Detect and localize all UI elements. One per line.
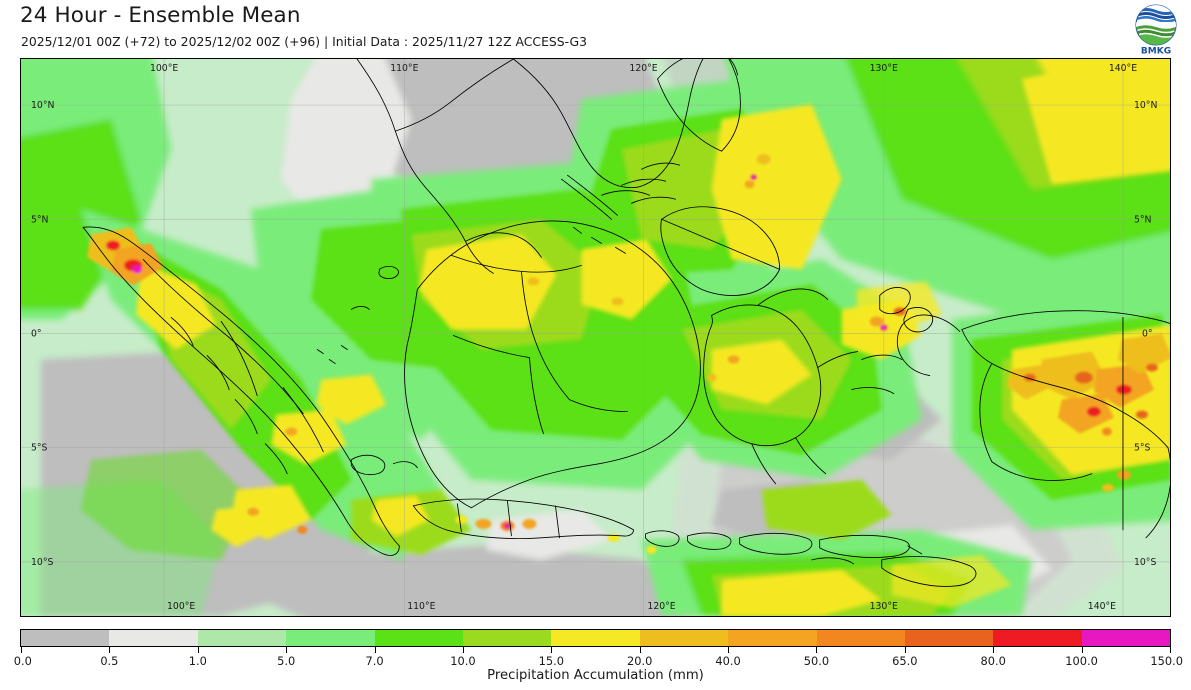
axis-label-left-10n: 10°N bbox=[31, 100, 54, 111]
page-subtitle: 2025/12/01 00Z (+72) to 2025/12/02 00Z (… bbox=[21, 34, 588, 49]
colorbar-segment bbox=[639, 630, 729, 646]
colorbar-tick bbox=[21, 647, 22, 653]
colorbar-tick-label: 80.0 bbox=[980, 654, 1006, 668]
bmkg-logo-icon: BMKG bbox=[1135, 4, 1177, 57]
colorbar-tick bbox=[816, 647, 818, 653]
colorbar-tick bbox=[197, 647, 199, 653]
axis-label-left-5n: 5°N bbox=[31, 214, 49, 225]
colorbar-segment bbox=[993, 630, 1082, 646]
axis-label-top-130e: 130°E bbox=[870, 63, 898, 74]
axis-label-left-5s: 5°S bbox=[31, 443, 48, 454]
axis-labels: 10°N 5°N 0° 5°S 10°S 10°N 5°N 0° 5°S 10°… bbox=[31, 63, 1157, 612]
colorbar-segment bbox=[286, 630, 375, 646]
axis-label-right-10n: 10°N bbox=[1134, 100, 1157, 111]
axis-label-right-5s: 5°S bbox=[1134, 443, 1151, 454]
header: 24 Hour - Ensemble Mean 2025/12/01 00Z (… bbox=[0, 0, 1191, 58]
axis-label-bottom-140e: 140°E bbox=[1088, 601, 1116, 612]
axis-label-top-120e: 120°E bbox=[629, 63, 657, 74]
colorbar-tick-label: 1.0 bbox=[188, 654, 207, 668]
colorbar-ticks bbox=[20, 647, 1171, 655]
colorbar-segment bbox=[816, 630, 905, 646]
colorbar-segment bbox=[197, 630, 287, 646]
colorbar-segment bbox=[551, 630, 640, 646]
colorbar-tick-label: 150.0 bbox=[1150, 654, 1184, 668]
axis-label-right-0: 0° bbox=[1142, 328, 1153, 339]
colorbar-tick bbox=[109, 647, 111, 653]
axis-label-top-100e: 100°E bbox=[150, 63, 178, 74]
colorbar-tick-label: 7.0 bbox=[365, 654, 384, 668]
axis-label-bottom-130e: 130°E bbox=[870, 601, 898, 612]
page-title: 24 Hour - Ensemble Mean bbox=[20, 3, 301, 28]
axis-label-bottom-100e: 100°E bbox=[167, 601, 195, 612]
colorbar-tick-label: 15.0 bbox=[538, 654, 564, 668]
colorbar-segment bbox=[109, 630, 198, 646]
colorbar-tick bbox=[639, 647, 641, 653]
colorbar-segment bbox=[374, 630, 463, 646]
colorbar-tick-labels: 0.0 0.5 1.0 5.0 7.0 10.0 15.0 20.0 40.0 50.0 65.0 8… bbox=[0, 654, 1191, 670]
colorbar-tick bbox=[728, 647, 730, 653]
colorbar-tick-label: 0.0 bbox=[13, 654, 32, 668]
coastlines bbox=[82, 59, 1170, 587]
axis-label-bottom-120e: 120°E bbox=[647, 601, 675, 612]
colorbar[interactable] bbox=[20, 629, 1171, 647]
colorbar-segment bbox=[1081, 630, 1171, 646]
colorbar-tick bbox=[993, 647, 995, 653]
colorbar-segment bbox=[21, 630, 110, 646]
colorbar-tick bbox=[551, 647, 553, 653]
axis-label-bottom-110e: 110°E bbox=[407, 601, 435, 612]
colorbar-segment bbox=[904, 630, 994, 646]
axis-label-left-10s: 10°S bbox=[31, 557, 53, 568]
colorbar-tick bbox=[904, 647, 906, 653]
logo-text: BMKG bbox=[1141, 47, 1171, 57]
precipitation-map[interactable]: 10°N 5°N 0° 5°S 10°S 10°N 5°N 0° 5°S 10°… bbox=[20, 58, 1171, 617]
colorbar-tick-label: 0.5 bbox=[100, 654, 119, 668]
colorbar-tick bbox=[1170, 647, 1171, 653]
colorbar-tick bbox=[374, 647, 376, 653]
colorbar-title: Precipitation Accumulation (mm) bbox=[487, 668, 704, 683]
axis-label-right-10s: 10°S bbox=[1134, 557, 1156, 568]
colorbar-segment bbox=[462, 630, 552, 646]
axis-label-left-0: 0° bbox=[31, 328, 42, 339]
colorbar-tick-label: 100.0 bbox=[1065, 654, 1098, 668]
colorbar-tick bbox=[286, 647, 288, 653]
colorbar-tick bbox=[1081, 647, 1083, 653]
colorbar-tick-label: 5.0 bbox=[277, 654, 296, 668]
colorbar-tick bbox=[462, 647, 464, 653]
axis-label-top-110e: 110°E bbox=[390, 63, 418, 74]
colorbar-tick-label: 65.0 bbox=[892, 654, 918, 668]
colorbar-segment bbox=[728, 630, 817, 646]
colorbar-tick-label: 10.0 bbox=[450, 654, 476, 668]
colorbar-tick-label: 50.0 bbox=[803, 654, 830, 668]
colorbar-tick-label: 20.0 bbox=[627, 654, 653, 668]
colorbar-tick-label: 40.0 bbox=[715, 654, 741, 668]
axis-label-top-140e: 140°E bbox=[1109, 63, 1137, 74]
axis-label-right-5n: 5°N bbox=[1134, 214, 1152, 225]
map-canvas: 10°N 5°N 0° 5°S 10°S 10°N 5°N 0° 5°S 10°… bbox=[21, 59, 1170, 616]
